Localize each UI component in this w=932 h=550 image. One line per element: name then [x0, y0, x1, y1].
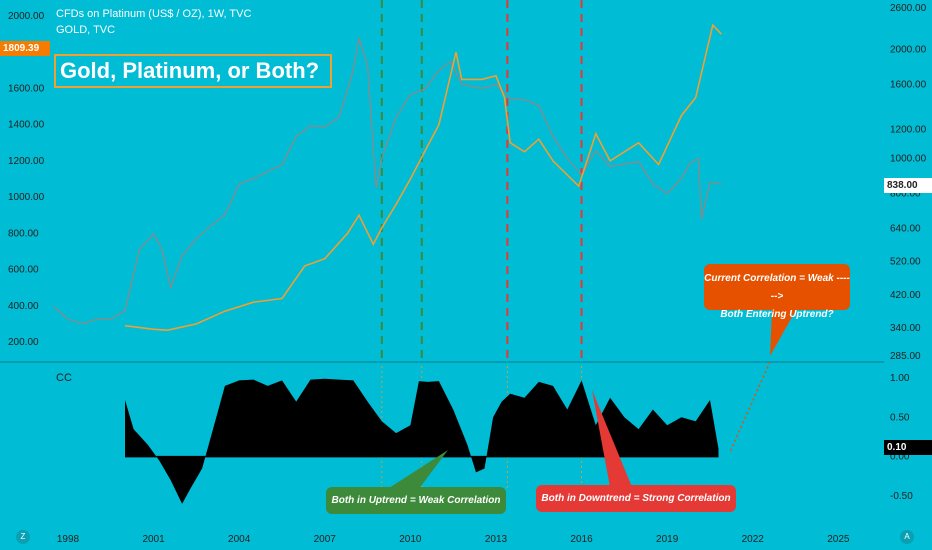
- current-correlation-callout: Current Correlation = Weak ------> Both …: [704, 264, 850, 320]
- left-axis-tick-label: 1400.00: [8, 120, 45, 131]
- headline-box: Gold, Platinum, or Both?: [54, 54, 332, 88]
- uptrend-callout-pointer: [386, 450, 448, 490]
- callout-connectors: [386, 310, 796, 490]
- downtrend-callout: Both in Downtrend = Strong Correlation: [536, 485, 736, 512]
- time-axis[interactable]: 1998 2001 2004 2007 2010 2013 2016 2019 2022 2025: [57, 534, 850, 545]
- time-axis-tick-label: 2004: [228, 534, 251, 545]
- left-axis-tick-label: 800.00: [8, 228, 39, 239]
- right-axis-tick-label: 520.00: [890, 256, 921, 267]
- right-axis-tick-label: 340.00: [890, 323, 921, 334]
- right-axis-tick-label: 1000.00: [890, 153, 927, 164]
- logo-icon[interactable]: Z: [16, 530, 30, 544]
- current-correlation-text: Current Correlation = Weak ------>: [704, 273, 850, 302]
- overlay-series-label: GOLD, TVC: [56, 24, 116, 36]
- downtrend-callout-pointer: [592, 390, 632, 487]
- cc-axis[interactable]: 1.00 0.50 0.00 -0.50: [890, 373, 913, 502]
- symbol-title: CFDs on Platinum (US$ / OZ), 1W, TVC: [56, 8, 252, 20]
- time-axis-tick-label: 2013: [485, 534, 508, 545]
- auto-scale-button[interactable]: A: [900, 530, 914, 544]
- time-axis-tick-label: 2022: [742, 534, 765, 545]
- right-axis-tick-label: 800.00: [890, 189, 921, 200]
- cc-area-fill: [125, 378, 719, 504]
- time-axis-tick-label: 2025: [827, 534, 850, 545]
- right-axis-tick-label: 1600.00: [890, 79, 927, 90]
- left-axis-tick-label: 1200.00: [8, 156, 45, 167]
- right-axis-tick-label: 285.00: [890, 351, 921, 362]
- current-callout-pointer: [770, 310, 796, 356]
- cc-axis-tick-label: 1.00: [890, 373, 910, 384]
- right-price-axis[interactable]: 2600.00 2000.00 1600.00 1200.00 1000.00 800.0…: [890, 3, 927, 362]
- current-callout-dotted-link: [729, 361, 771, 453]
- right-axis-tick-label: 2600.00: [890, 3, 927, 14]
- left-axis-tick-label: 1600.00: [8, 83, 45, 94]
- uptrend-question-text: Both Entering Uptrend?: [720, 309, 834, 320]
- right-axis-tick-label: 420.00: [890, 290, 921, 301]
- left-axis-tick-label: 1000.00: [8, 192, 45, 203]
- left-axis-tick-label: 600.00: [8, 265, 39, 276]
- cc-axis-tick-label: 0.00: [890, 452, 910, 463]
- platinum-last-price-tag: 838.00: [884, 178, 932, 193]
- time-axis-tick-label: 2010: [399, 534, 422, 545]
- left-price-axis[interactable]: 2000.001800.001600.001400.001200.001000.…: [8, 11, 45, 348]
- left-axis-tick-label: 400.00: [8, 301, 39, 312]
- left-axis-tick-label: 2000.00: [8, 11, 45, 22]
- platinum-line: [53, 37, 722, 325]
- cc-last-value-tag: 0.10: [884, 440, 932, 455]
- time-axis-tick-label: 1998: [57, 534, 80, 545]
- indicator-label: CC: [56, 372, 72, 384]
- cc-axis-tick-label: -0.50: [890, 491, 913, 502]
- right-axis-tick-label: 1200.00: [890, 125, 927, 136]
- gold-line: [124, 23, 722, 332]
- time-axis-tick-label: 2007: [314, 534, 337, 545]
- right-axis-tick-label: 2000.00: [890, 44, 927, 55]
- gold-last-price-tag: 1809.39: [0, 41, 50, 56]
- cc-area: [125, 378, 719, 504]
- cc-axis-tick-label: 0.50: [890, 412, 910, 423]
- right-axis-tick-label: 640.00: [890, 224, 921, 235]
- left-axis-tick-label: 200.00: [8, 337, 39, 348]
- time-axis-tick-label: 2019: [656, 534, 679, 545]
- time-axis-tick-label: 2001: [142, 534, 165, 545]
- uptrend-callout: Both in Uptrend = Weak Correlation: [326, 487, 506, 514]
- platinum-series: [53, 37, 722, 325]
- gold-series: [124, 23, 722, 332]
- time-axis-tick-label: 2016: [570, 534, 593, 545]
